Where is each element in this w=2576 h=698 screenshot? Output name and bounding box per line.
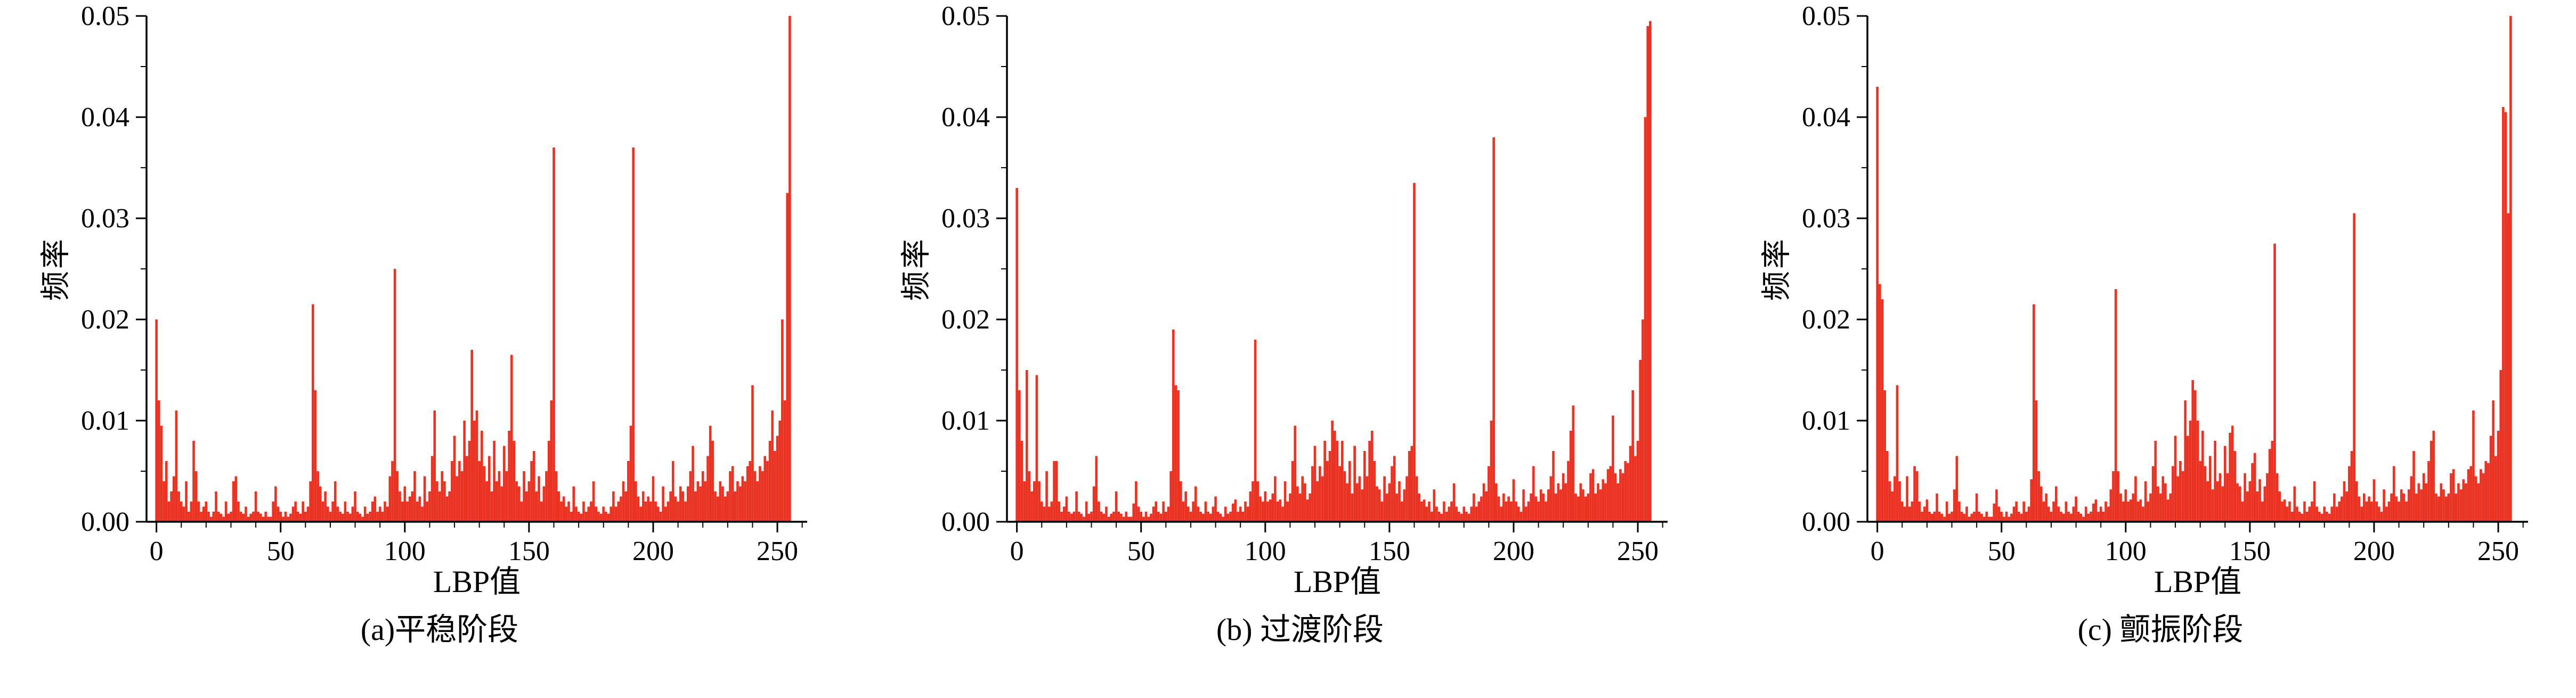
svg-text:150: 150	[508, 536, 550, 566]
svg-text:0.05: 0.05	[81, 5, 129, 31]
svg-text:0.01: 0.01	[1802, 406, 1850, 436]
svg-text:0.03: 0.03	[81, 203, 129, 234]
chart-panel-b: 频率 0.00 0.01 0.02 0.03 0.04 0.05 0 50 100 150 200 2…	[874, 5, 1705, 647]
svg-text:50: 50	[1127, 536, 1155, 566]
svg-text:0: 0	[1010, 536, 1024, 566]
svg-text:100: 100	[2105, 536, 2147, 566]
y-axis-label-a: 频率	[39, 237, 73, 301]
svg-text:200: 200	[2353, 536, 2395, 566]
svg-text:0.05: 0.05	[941, 5, 990, 31]
svg-text:0.03: 0.03	[941, 203, 990, 234]
y-axis-label-c: 频率	[1760, 237, 1794, 301]
svg-text:0.00: 0.00	[1802, 507, 1850, 537]
y-axis-label-b: 频率	[900, 237, 933, 301]
x-axis-label-c: LBP值	[2154, 564, 2242, 599]
svg-text:0.04: 0.04	[941, 102, 990, 133]
svg-text:0.05: 0.05	[1802, 5, 1850, 31]
svg-text:250: 250	[1617, 536, 1659, 566]
x-axis-label-a: LBP值	[433, 564, 521, 599]
svg-text:0.00: 0.00	[81, 507, 129, 537]
svg-text:0.02: 0.02	[941, 305, 990, 335]
svg-text:0.00: 0.00	[941, 507, 990, 537]
svg-text:50: 50	[267, 536, 295, 566]
svg-text:0.04: 0.04	[1802, 102, 1850, 133]
chart-plot-a: 0.00 0.01 0.02 0.03 0.04 0.05 0 50 100 150 200 250	[81, 5, 807, 566]
svg-text:200: 200	[632, 536, 674, 566]
svg-text:0.02: 0.02	[1802, 305, 1850, 335]
svg-text:0.04: 0.04	[81, 102, 129, 133]
svg-text:250: 250	[2477, 536, 2519, 566]
svg-text:50: 50	[1988, 536, 2016, 566]
chart-caption-b: (b) 过渡阶段	[1216, 612, 1384, 647]
svg-text:0.01: 0.01	[941, 406, 990, 436]
x-axis-label-b: LBP值	[1293, 564, 1382, 599]
svg-text:250: 250	[757, 536, 798, 566]
chart-caption-c: (c) 颤振阶段	[2077, 612, 2244, 647]
svg-text:100: 100	[1245, 536, 1286, 566]
svg-text:150: 150	[2229, 536, 2271, 566]
chart-plot-b: 0.00 0.01 0.02 0.03 0.04 0.05 0 50 100 150 200 250	[941, 5, 1668, 566]
svg-text:0.02: 0.02	[81, 305, 129, 335]
svg-text:100: 100	[384, 536, 426, 566]
chart-caption-a: (a)平稳阶段	[360, 612, 519, 647]
svg-text:0: 0	[150, 536, 164, 566]
figure-row: 频率 0.00 0.01 0.02 0.03 0.04 0.05 0 50 100 150 200 2…	[13, 5, 2565, 647]
svg-text:150: 150	[1369, 536, 1410, 566]
svg-text:200: 200	[1493, 536, 1534, 566]
svg-text:0: 0	[1871, 536, 1884, 566]
chart-panel-c: 频率 0.00 0.01 0.02 0.03 0.04 0.05 0 50 100 150 200 2…	[1734, 5, 2565, 647]
chart-panel-a: 频率 0.00 0.01 0.02 0.03 0.04 0.05 0 50 100 150 200 2…	[13, 5, 844, 647]
svg-text:0.03: 0.03	[1802, 203, 1850, 234]
svg-text:0.01: 0.01	[81, 406, 129, 436]
chart-plot-c: 0.00 0.01 0.02 0.03 0.04 0.05 0 50 100 150 200 250	[1802, 5, 2528, 566]
